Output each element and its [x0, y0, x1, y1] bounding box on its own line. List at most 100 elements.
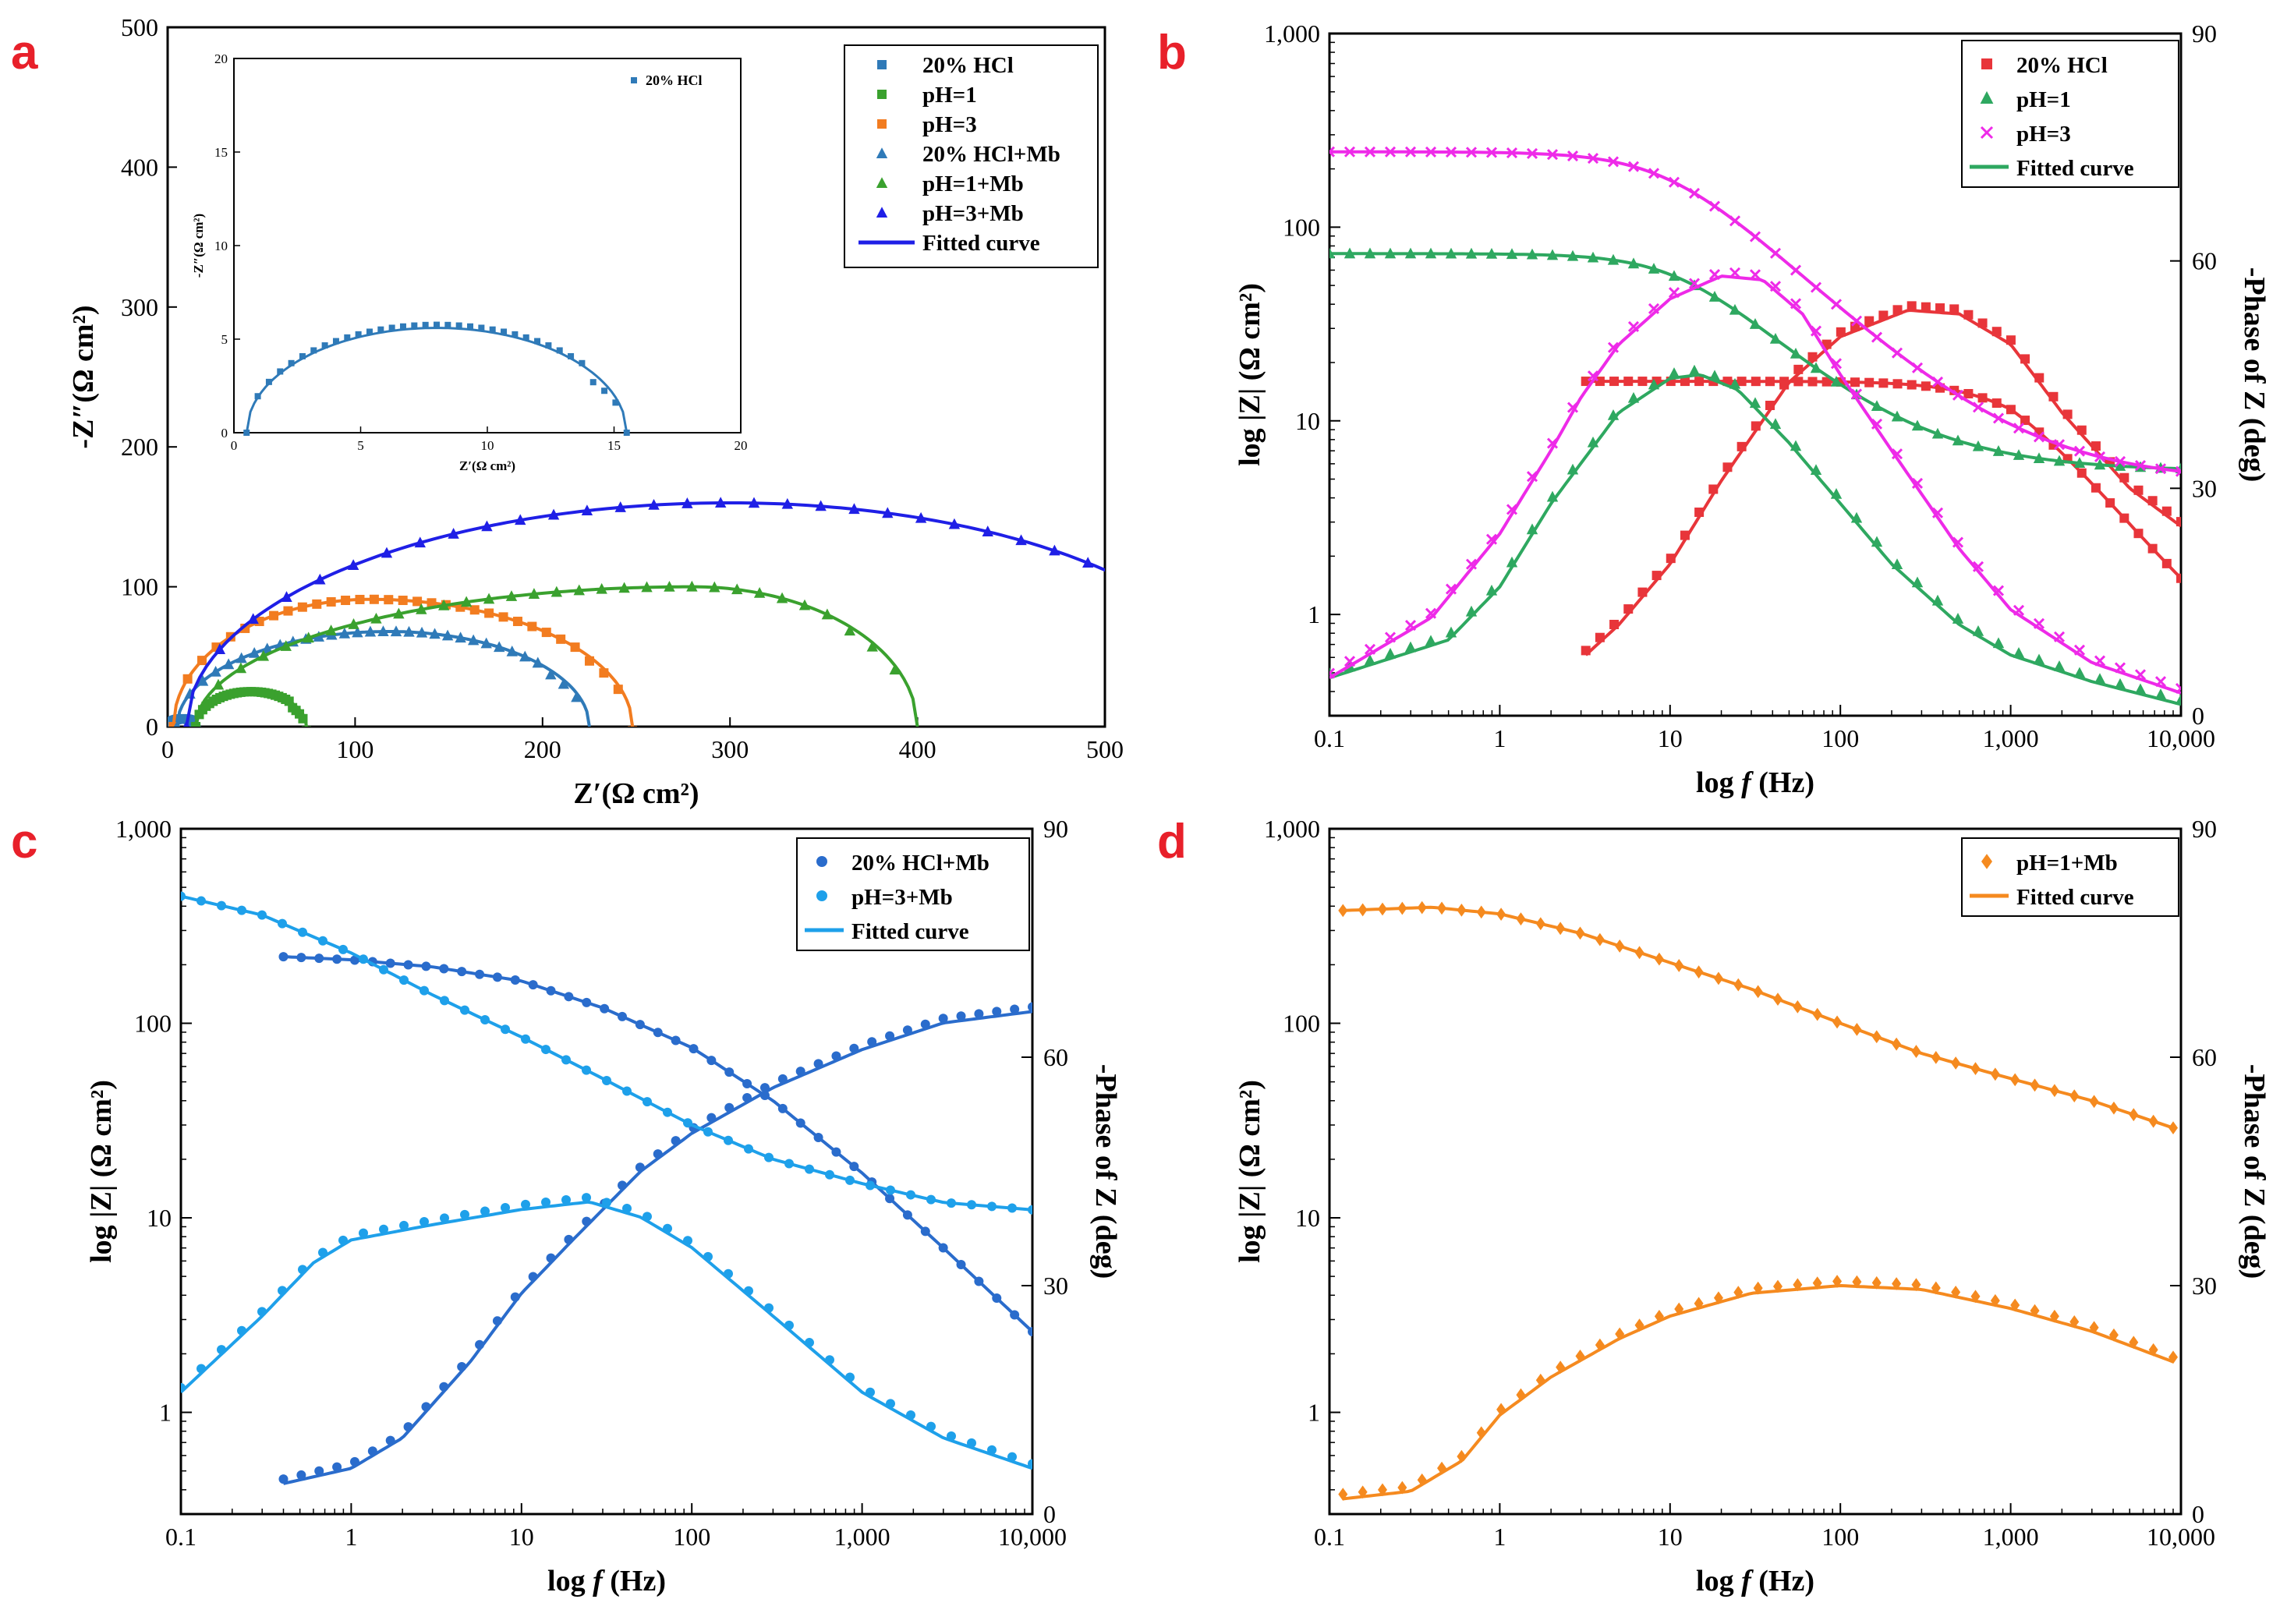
- inset-data-point: [265, 378, 272, 385]
- modulus-data-point: [635, 1020, 645, 1030]
- x-axis-label: log f (Hz): [1696, 766, 1814, 799]
- modulus-data-point: [1906, 380, 1917, 390]
- modulus-data-point: [764, 1152, 774, 1162]
- phase-data-point: [2148, 1343, 2158, 1357]
- phase-data-point: [196, 1364, 206, 1374]
- modulus-data-point: [1963, 388, 1974, 398]
- phase-data-point: [795, 1067, 805, 1077]
- legend-marker: [1980, 126, 1994, 140]
- data-point: [298, 713, 308, 724]
- phase-data-point: [457, 1362, 467, 1372]
- modulus-data-point: [777, 1103, 788, 1113]
- x-tick-label: 1: [1493, 724, 1506, 752]
- phase-data-point: [866, 1387, 875, 1397]
- legend-marker: [877, 60, 887, 69]
- modulus-data-point: [1338, 904, 1348, 918]
- plot-frame: [1328, 32, 2183, 717]
- inset-data-point: [501, 328, 508, 335]
- inset-x-tick-label: 10: [481, 438, 494, 453]
- legend-label: Fitted curve: [851, 919, 969, 944]
- x-tick-label: 1,000: [1983, 1523, 2039, 1551]
- phase-data-point: [582, 1193, 591, 1203]
- data-point: [369, 594, 379, 604]
- modulus-data-point: [349, 955, 359, 965]
- y-tick-label: 100: [1283, 1010, 1320, 1038]
- data-point: [438, 599, 450, 610]
- modulus-data-point: [1648, 263, 1660, 274]
- data-point: [364, 625, 377, 637]
- inset-data-point: [344, 334, 351, 341]
- data-point: [416, 626, 428, 638]
- modulus-data-point: [2053, 455, 2066, 466]
- data-point: [269, 610, 279, 621]
- phase-data-point: [703, 1251, 713, 1261]
- inset-data-point: [388, 324, 395, 331]
- modulus-data-point: [298, 927, 307, 937]
- modulus-data-point: [1637, 377, 1648, 387]
- y2-tick-label: 0: [2192, 702, 2204, 730]
- legend-label: pH=3+Mb: [851, 885, 953, 910]
- legend-label: Fitted curve: [2016, 885, 2134, 910]
- phase-data-point: [1028, 1002, 1032, 1012]
- data-point: [571, 691, 582, 702]
- modulus-data-point: [902, 1210, 912, 1220]
- data-point: [781, 497, 794, 509]
- inset-data-point: [623, 430, 630, 436]
- modulus-data-point: [1810, 281, 1822, 293]
- phase-data-point: [1445, 626, 1457, 638]
- inset-y-tick-label: 15: [214, 145, 228, 160]
- phase-data-point: [492, 1316, 502, 1326]
- phase-data-point: [2134, 669, 2147, 681]
- phase-data-point: [582, 1216, 592, 1226]
- modulus-data-point: [1437, 901, 1447, 915]
- modulus-data-point: [974, 1276, 984, 1286]
- inset-data-point: [579, 359, 586, 366]
- phase-data-point: [1952, 613, 1964, 624]
- y-tick-label: 100: [1283, 213, 1320, 241]
- data-point: [448, 528, 459, 539]
- data-point: [414, 536, 426, 548]
- phase-data-point: [2134, 683, 2147, 695]
- inset-data-point: [377, 326, 384, 333]
- phase-data-point: [1364, 643, 1376, 655]
- phase-data-point: [2154, 688, 2167, 699]
- panel-label-b: b: [1157, 26, 1187, 80]
- data-point: [558, 678, 570, 689]
- x-tick-label: 10: [1658, 724, 1683, 752]
- modulus-data-point: [2033, 452, 2045, 464]
- modulus-data-point: [1634, 946, 1644, 960]
- phase-data-point: [2108, 1328, 2119, 1342]
- data-point: [393, 607, 405, 619]
- data-point: [455, 632, 466, 643]
- y2-tick-label: 60: [2192, 1043, 2217, 1071]
- phase-data-point: [1627, 391, 1640, 403]
- phase-data-point: [1648, 378, 1660, 390]
- phase-data-point: [2175, 682, 2181, 695]
- modulus-data-point: [2091, 483, 2101, 493]
- modulus-data-point: [2053, 439, 2066, 451]
- modulus-data-point: [501, 1024, 510, 1035]
- modulus-data-point: [296, 953, 306, 963]
- modulus-data-point: [1931, 1050, 1941, 1064]
- modulus-data-point: [582, 997, 592, 1007]
- inset-data-point: [277, 368, 284, 375]
- modulus-data-point: [582, 1065, 591, 1075]
- data-point: [821, 608, 834, 620]
- modulus-fit-line: [1343, 905, 2174, 1130]
- inset-data-point: [332, 338, 339, 345]
- inset-data-point: [467, 323, 474, 330]
- phase-data-point: [759, 1083, 770, 1093]
- y-tick-label: 500: [121, 13, 158, 41]
- phase-data-point: [1465, 558, 1478, 570]
- legend-marker: [877, 90, 887, 99]
- phase-data-point: [1397, 1481, 1407, 1495]
- data-point: [1149, 593, 1160, 604]
- phase-data-point: [724, 1102, 735, 1113]
- modulus-data-point: [1425, 247, 1437, 259]
- phase-data-point: [1878, 310, 1889, 320]
- phase-data-point: [1911, 477, 1924, 490]
- legend-label: pH=1+Mb: [922, 172, 1024, 196]
- phase-data-point: [813, 1059, 823, 1069]
- modulus-data-point: [1615, 939, 1625, 953]
- inset-data-point: [411, 322, 418, 329]
